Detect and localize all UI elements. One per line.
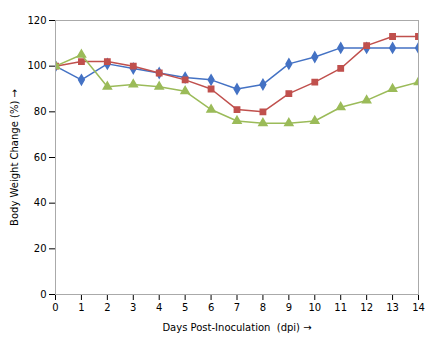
svg-text:5: 5	[182, 302, 188, 313]
svg-text:20: 20	[34, 243, 47, 254]
svg-text:1: 1	[78, 302, 84, 313]
svg-text:0: 0	[40, 289, 46, 300]
svg-text:3: 3	[130, 302, 136, 313]
svg-text:12: 12	[360, 302, 373, 313]
svg-text:6: 6	[208, 302, 214, 313]
svg-text:Days Post-Inoculation (dpi) →: Days Post-Inoculation (dpi) →	[162, 322, 311, 333]
svg-text:40: 40	[34, 197, 47, 208]
svg-text:11: 11	[334, 302, 347, 313]
svg-text:13: 13	[386, 302, 399, 313]
svg-text:60: 60	[34, 152, 47, 163]
svg-text:14: 14	[412, 302, 425, 313]
svg-text:7: 7	[234, 302, 240, 313]
svg-text:80: 80	[34, 106, 47, 117]
svg-text:8: 8	[260, 302, 266, 313]
svg-text:120: 120	[27, 15, 46, 26]
svg-text:4: 4	[156, 302, 162, 313]
svg-text:0: 0	[52, 302, 58, 313]
svg-text:9: 9	[286, 302, 292, 313]
svg-text:100: 100	[27, 60, 46, 71]
svg-text:Body Weight Change (%) →: Body Weight Change (%) →	[9, 89, 20, 226]
svg-text:10: 10	[308, 302, 321, 313]
svg-text:2: 2	[104, 302, 110, 313]
